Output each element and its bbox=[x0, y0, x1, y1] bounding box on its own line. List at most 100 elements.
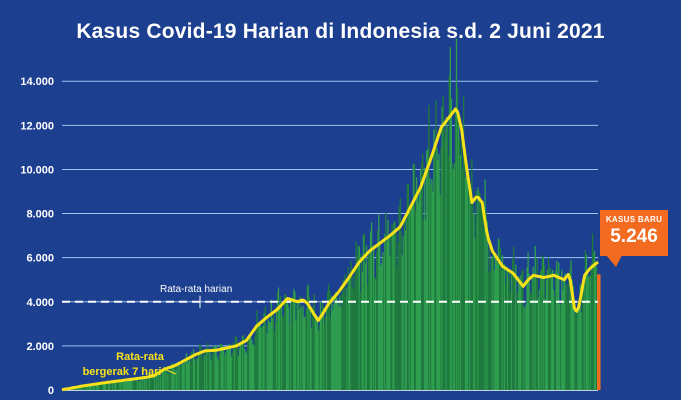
daily-bar bbox=[319, 302, 322, 390]
daily-bar bbox=[353, 288, 355, 390]
daily-bar bbox=[585, 254, 588, 390]
daily-bar bbox=[310, 327, 312, 390]
daily-bar bbox=[337, 302, 339, 390]
daily-bar bbox=[552, 289, 555, 390]
daily-bar bbox=[81, 387, 83, 390]
daily-bar bbox=[105, 381, 108, 390]
daily-bar bbox=[503, 264, 506, 390]
daily-bar bbox=[148, 373, 151, 390]
daily-bar bbox=[286, 303, 288, 390]
daily-bar bbox=[254, 335, 256, 390]
daily-bar bbox=[160, 376, 162, 390]
daily-bar bbox=[174, 365, 176, 390]
daily-bar bbox=[347, 267, 349, 390]
daily-bar bbox=[478, 191, 480, 390]
daily-bar bbox=[109, 382, 111, 390]
daily-bar bbox=[421, 161, 423, 390]
daily-bar bbox=[202, 359, 204, 390]
daily-bar bbox=[495, 256, 498, 390]
daily-bar bbox=[262, 325, 264, 390]
daily-bar bbox=[287, 302, 289, 390]
daily-bar bbox=[177, 362, 179, 390]
daily-bar bbox=[572, 286, 574, 390]
y-tick-label: 10.000 bbox=[20, 164, 54, 176]
daily-bar bbox=[436, 147, 438, 390]
daily-bar bbox=[355, 241, 357, 390]
daily-bar bbox=[331, 295, 333, 390]
daily-bar bbox=[342, 279, 344, 390]
daily-bar bbox=[215, 344, 217, 390]
daily-bar bbox=[83, 386, 85, 390]
daily-bar bbox=[580, 312, 582, 390]
new-cases-badge: KASUS BARU 5.246 bbox=[600, 210, 668, 256]
daily-bar bbox=[525, 304, 527, 390]
daily-bar bbox=[155, 372, 157, 390]
y-tick-label: 6.000 bbox=[26, 253, 54, 265]
daily-bar bbox=[236, 344, 239, 390]
daily-bar bbox=[314, 316, 316, 390]
moving-average-group bbox=[61, 107, 599, 392]
daily-bar bbox=[459, 155, 462, 390]
daily-bar bbox=[112, 381, 114, 390]
daily-bar bbox=[414, 210, 417, 390]
daily-bar bbox=[250, 336, 252, 390]
daily-bar bbox=[554, 296, 556, 390]
daily-bar bbox=[482, 207, 484, 390]
daily-bar bbox=[543, 264, 546, 390]
daily-bar bbox=[453, 163, 456, 390]
daily-bar bbox=[209, 352, 211, 390]
daily-bar bbox=[261, 325, 263, 390]
daily-bar bbox=[74, 388, 76, 390]
daily-bar bbox=[403, 216, 405, 390]
daily-bar bbox=[339, 295, 341, 390]
daily-bar bbox=[90, 385, 92, 390]
daily-bar bbox=[152, 376, 154, 390]
daily-bar bbox=[135, 376, 137, 390]
daily-bar bbox=[582, 287, 584, 390]
moving-average-label-line1: Rata-rata bbox=[116, 351, 165, 363]
daily-bar bbox=[326, 291, 329, 390]
daily-bar bbox=[382, 252, 384, 390]
daily-bar bbox=[84, 385, 86, 390]
daily-bar bbox=[336, 297, 338, 390]
daily-bar bbox=[464, 161, 466, 390]
daily-bar bbox=[294, 292, 296, 390]
daily-bar bbox=[276, 292, 279, 390]
daily-bar bbox=[531, 278, 533, 390]
daily-bar bbox=[416, 195, 419, 390]
daily-bar bbox=[423, 219, 425, 390]
daily-bar bbox=[343, 290, 345, 390]
daily-bar bbox=[555, 269, 557, 390]
daily-bar bbox=[134, 378, 136, 390]
daily-bar bbox=[267, 318, 269, 390]
daily-bar bbox=[386, 241, 388, 390]
daily-bar bbox=[488, 246, 490, 390]
daily-bar bbox=[562, 289, 564, 390]
daily-bar bbox=[159, 371, 161, 390]
y-tick-label: 0 bbox=[48, 385, 54, 397]
daily-bar bbox=[559, 304, 561, 390]
daily-bar bbox=[227, 349, 230, 390]
daily-bar bbox=[352, 276, 354, 390]
daily-bar bbox=[185, 353, 188, 390]
daily-bar bbox=[189, 362, 192, 390]
daily-bar bbox=[289, 323, 291, 390]
daily-bar bbox=[322, 307, 325, 390]
daily-bar bbox=[510, 291, 512, 390]
daily-bar bbox=[541, 255, 544, 390]
daily-bar bbox=[558, 262, 560, 390]
daily-bar bbox=[376, 251, 378, 390]
daily-bar bbox=[454, 106, 457, 390]
daily-bar bbox=[182, 364, 185, 390]
daily-bar bbox=[228, 343, 231, 390]
daily-bar bbox=[125, 382, 127, 390]
daily-bar bbox=[526, 267, 528, 390]
daily-bar bbox=[126, 380, 128, 390]
daily-bar bbox=[137, 380, 140, 390]
daily-bar bbox=[270, 299, 272, 390]
daily-bar bbox=[330, 316, 332, 390]
daily-bar bbox=[437, 159, 439, 390]
daily-bar bbox=[288, 307, 290, 390]
daily-bar bbox=[296, 304, 298, 390]
daily-bar bbox=[169, 368, 171, 390]
